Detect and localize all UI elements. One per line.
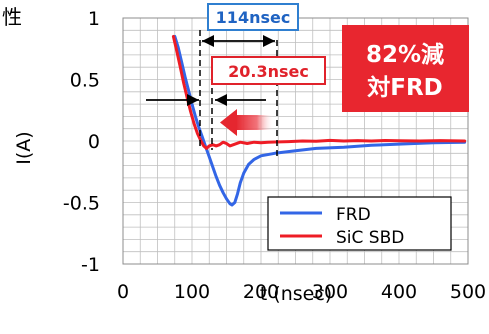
legend-label-sbd: SiC SBD: [336, 228, 404, 248]
x-axis-label: t (nsec): [260, 283, 332, 305]
y-tick-label: -1: [81, 254, 100, 276]
reduction-arrow-body: [236, 115, 274, 130]
x-tick-label: 200: [243, 281, 279, 303]
series-line-sic-sbd: [171, 34, 467, 150]
x-tick-label: 100: [174, 281, 210, 303]
chart-title: 性: [2, 5, 22, 29]
y-tick-label: -0.5: [63, 193, 100, 215]
tick-labels: 0 100 200 300 400 500 1 0.5 0 -0.5 -1: [63, 8, 486, 303]
reduction-callout-box: [342, 25, 469, 112]
reduction-arrow-head: [220, 109, 237, 136]
frd-time-label-box: [207, 3, 299, 31]
y-tick-label: 1: [88, 8, 100, 30]
y-axis-label: I(A): [13, 131, 35, 164]
legend-box: [267, 196, 452, 251]
sbd-time-label-box: [211, 56, 326, 85]
sbd-left-arrowhead: [187, 94, 199, 106]
frd-arrow-right: [263, 35, 275, 47]
legend: FRD SiC SBD: [267, 196, 452, 251]
time-markers: [146, 30, 278, 160]
reduction-callout-line2: 対FRD: [367, 75, 443, 101]
series-line-frd: [173, 34, 467, 207]
sbd-time-label: 20.3nsec: [228, 62, 309, 81]
frd-time-label: 114nsec: [216, 8, 291, 27]
x-tick-label: 400: [381, 281, 417, 303]
frd-arrow-left: [202, 35, 214, 47]
x-tick-label: 0: [117, 281, 129, 303]
series-layer: [171, 34, 467, 207]
y-tick-label: 0: [88, 131, 100, 153]
legend-label-frd: FRD: [336, 205, 371, 225]
x-tick-label: 500: [450, 281, 486, 303]
y-tick-label: 0.5: [70, 70, 100, 92]
reduction-callout-line1: 82%減: [366, 42, 444, 68]
sbd-right-arrowhead: [215, 94, 227, 106]
x-tick-label: 300: [312, 281, 348, 303]
